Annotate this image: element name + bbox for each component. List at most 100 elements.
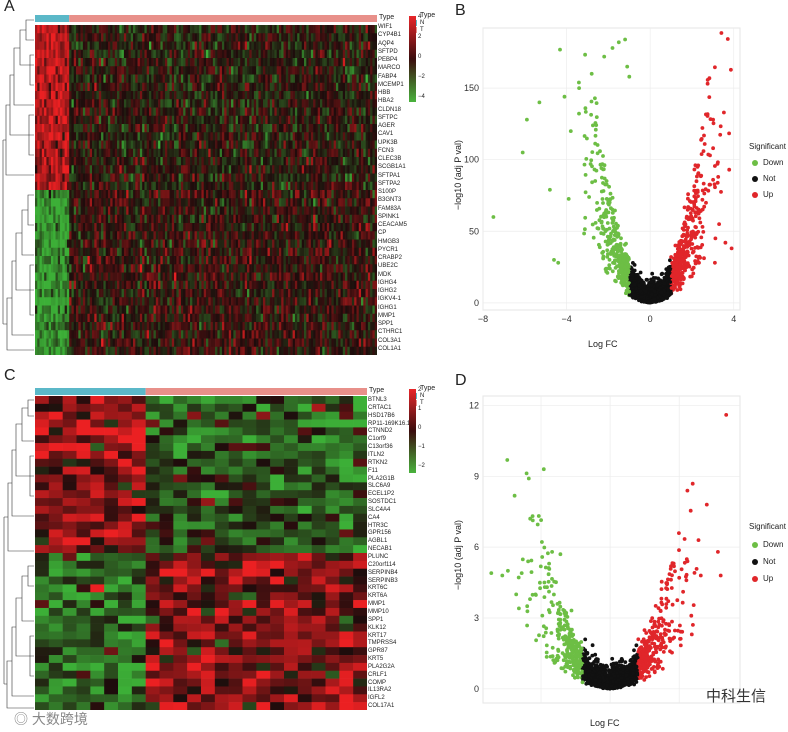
data-point — [595, 226, 600, 231]
data-point — [610, 249, 615, 254]
data-point — [649, 279, 654, 284]
data-point — [517, 606, 521, 611]
data-point — [540, 613, 545, 618]
data-point — [528, 597, 532, 601]
data-point — [514, 592, 519, 597]
gene-label: PEBP4 — [378, 57, 398, 63]
data-point — [686, 196, 690, 201]
data-point — [546, 579, 551, 584]
data-point — [701, 181, 706, 186]
gene-label: SFTPC — [378, 114, 398, 121]
data-point — [547, 589, 551, 594]
data-point — [603, 267, 608, 272]
y-tick-label: 50 — [469, 226, 479, 236]
data-point — [690, 267, 695, 272]
data-point — [688, 508, 693, 513]
data-point — [602, 678, 607, 683]
data-point — [568, 660, 573, 665]
data-point — [631, 671, 636, 676]
data-point — [684, 243, 689, 248]
data-point — [550, 577, 554, 581]
data-point — [718, 124, 723, 129]
data-point — [698, 573, 703, 578]
data-point — [593, 127, 598, 132]
data-point — [653, 293, 658, 297]
gene-label: PLA2G1B — [368, 475, 395, 482]
data-point — [644, 656, 648, 661]
data-point — [548, 187, 552, 192]
data-point — [627, 289, 632, 294]
data-point — [615, 274, 620, 279]
data-point — [604, 663, 609, 668]
gene-label: KRT6C — [368, 585, 388, 592]
data-point — [660, 271, 665, 276]
data-point — [584, 673, 588, 678]
data-point — [684, 578, 689, 583]
gene-label: ECEL1P2 — [368, 491, 395, 498]
data-point — [703, 187, 708, 192]
heatmap-a-scale-ticks: 4 2 0 −2 −4 — [418, 13, 438, 105]
data-point — [701, 149, 706, 154]
data-point — [546, 551, 550, 556]
data-point — [659, 579, 664, 584]
data-point — [678, 276, 682, 281]
data-point — [608, 191, 613, 196]
legend-n-label-c: N — [420, 393, 425, 399]
data-point — [582, 231, 586, 236]
gene-label: MDK — [378, 271, 392, 278]
heatmap-c-color-scale — [409, 389, 416, 473]
data-point — [659, 596, 664, 601]
data-point — [562, 635, 567, 640]
gene-label: CTNND2 — [368, 428, 393, 435]
data-point — [595, 201, 599, 205]
data-point — [652, 669, 657, 674]
y-tick-label: 12 — [469, 400, 479, 410]
data-point — [673, 628, 677, 633]
data-point — [543, 565, 548, 570]
data-point — [657, 636, 662, 640]
data-point — [670, 650, 674, 655]
data-point — [583, 173, 588, 177]
data-point — [597, 245, 602, 250]
data-point — [512, 493, 517, 498]
data-point — [638, 289, 643, 294]
data-point — [693, 163, 698, 168]
data-point — [656, 606, 661, 610]
data-point — [693, 259, 697, 263]
data-point — [613, 266, 618, 270]
data-point — [602, 176, 607, 181]
watermark-right: 中科生信 — [706, 688, 767, 705]
data-point — [668, 267, 673, 272]
data-point — [590, 164, 594, 169]
gene-label: RP11-169K16.1 — [368, 420, 411, 427]
data-point — [685, 559, 690, 564]
data-point — [618, 684, 623, 689]
data-point — [675, 288, 680, 292]
data-point — [642, 665, 647, 669]
data-point — [650, 625, 655, 630]
data-point — [606, 252, 610, 256]
data-point — [619, 263, 624, 268]
gene-label: KRT17 — [368, 632, 387, 639]
data-point — [671, 561, 676, 566]
data-point — [583, 227, 587, 232]
data-point — [645, 277, 649, 282]
data-point — [625, 677, 630, 681]
gene-label: HBB — [378, 90, 391, 96]
scale-tick: 0 — [418, 425, 422, 431]
data-point — [729, 246, 734, 251]
data-point — [630, 661, 635, 666]
gene-label: CAV1 — [378, 131, 394, 138]
data-point — [616, 673, 620, 678]
data-point — [696, 538, 701, 542]
data-point — [550, 645, 555, 650]
x-tick-label: −8 — [478, 314, 488, 324]
data-point — [554, 656, 559, 661]
data-point — [711, 177, 715, 182]
data-point — [683, 261, 688, 266]
data-point — [538, 580, 542, 585]
data-point — [586, 680, 590, 685]
data-point — [629, 273, 634, 278]
x-tick-label: 0.0 — [604, 707, 617, 708]
gene-label: IGHG4 — [378, 279, 397, 286]
